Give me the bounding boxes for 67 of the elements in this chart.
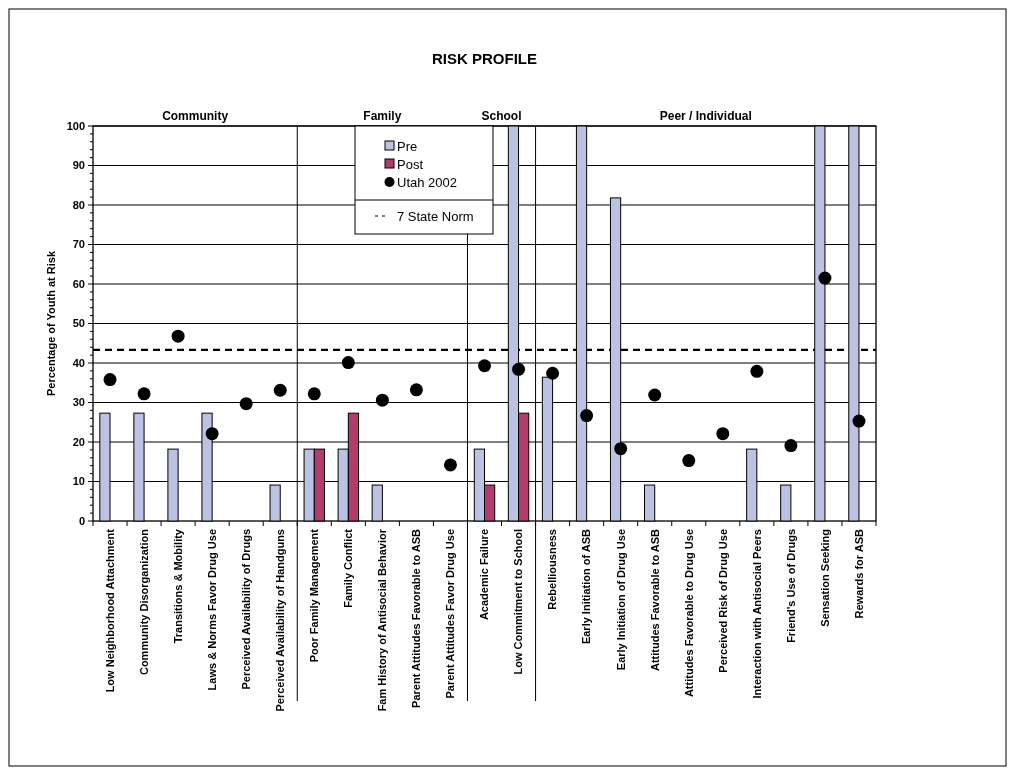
legend-label: 7 State Norm — [397, 208, 474, 224]
x-tick-label: Perceived Availability of Handguns — [274, 529, 287, 712]
x-tick-label: Poor Family Management — [308, 528, 321, 663]
point — [103, 373, 117, 387]
point — [716, 427, 730, 441]
point — [614, 442, 628, 456]
x-tick-label: Early Initiation of Drug Use — [614, 529, 627, 671]
x-tick-label: Transitions & Mobility — [171, 528, 184, 644]
point — [239, 397, 253, 411]
y-tick-label: 50 — [72, 317, 85, 330]
point — [341, 356, 355, 370]
y-axis-title: Percentage of Youth at Risk — [45, 250, 57, 397]
x-tick-label: Rebelliousness — [546, 529, 559, 610]
x-tick-label: Community Disorganization — [137, 528, 150, 676]
x-tick-label: Perceived Risk of Drug Use — [716, 529, 729, 673]
point — [852, 414, 866, 428]
y-tick-label: 0 — [78, 514, 85, 527]
x-tick-label: Parent Attitudes Favorable to ASB — [410, 528, 423, 708]
y-tick-label: 100 — [66, 119, 85, 132]
y-tick-label: 30 — [72, 396, 85, 409]
point — [478, 359, 491, 373]
x-tick-label: Friend's Use of Drugs — [784, 529, 797, 643]
x-tick-label: Perceived Availability of Drugs — [240, 529, 253, 690]
point — [443, 458, 457, 472]
point — [375, 393, 389, 407]
y-tick-label: 80 — [72, 198, 85, 211]
x-tick-label: Attitudes Favorable to ASB — [648, 528, 661, 671]
point — [307, 387, 321, 401]
point — [682, 454, 696, 468]
x-tick-label: Rewards for ASB — [852, 528, 865, 619]
point — [273, 383, 287, 397]
x-tick-label: Fam History of Antisocial Behavior — [376, 528, 389, 712]
y-tick-label: 90 — [72, 159, 85, 172]
y-tick-label: 10 — [72, 475, 85, 488]
x-tick-label: Early Initiation of ASB — [580, 528, 593, 645]
point — [818, 271, 832, 285]
x-tick-label: Academic Failure — [478, 529, 491, 621]
text: Peer / Individual — [659, 109, 752, 123]
text: Family — [363, 109, 402, 123]
point — [580, 409, 594, 423]
point — [512, 362, 526, 376]
point — [546, 366, 560, 380]
legend-label: Post — [397, 156, 424, 172]
x-tick-label: Attitudes Favorable to Drug Use — [682, 529, 695, 698]
y-tick-label: 70 — [72, 238, 85, 251]
legend-label: Pre — [397, 138, 418, 154]
x-tick-label: Low Neighborhood Attachment — [103, 528, 116, 693]
x-tick-label: Laws & Norms Favor Drug Use — [206, 529, 218, 691]
x-tick-label: Interaction with Antisocial Peers — [750, 529, 763, 699]
x-tick-label: Low Commitment to School — [512, 529, 525, 675]
point — [171, 329, 185, 343]
point — [648, 388, 662, 402]
y-tick-label: 40 — [72, 356, 85, 369]
text: Community — [162, 109, 229, 123]
point — [750, 364, 764, 378]
point — [409, 383, 423, 397]
legend-label: Utah 2002 — [397, 174, 457, 190]
chart-title: RISK PROFILE — [431, 50, 538, 67]
point — [205, 427, 219, 441]
x-tick-label: Family Conflict — [342, 528, 355, 608]
point — [784, 439, 798, 453]
y-tick-label: 60 — [72, 277, 85, 290]
x-tick-label: Parent Attitudes Favor Drug Use — [444, 529, 457, 699]
text: School — [481, 109, 522, 123]
point — [137, 387, 151, 401]
y-tick-label: 20 — [72, 435, 85, 448]
x-tick-label: Sensation Seeking — [818, 529, 831, 627]
